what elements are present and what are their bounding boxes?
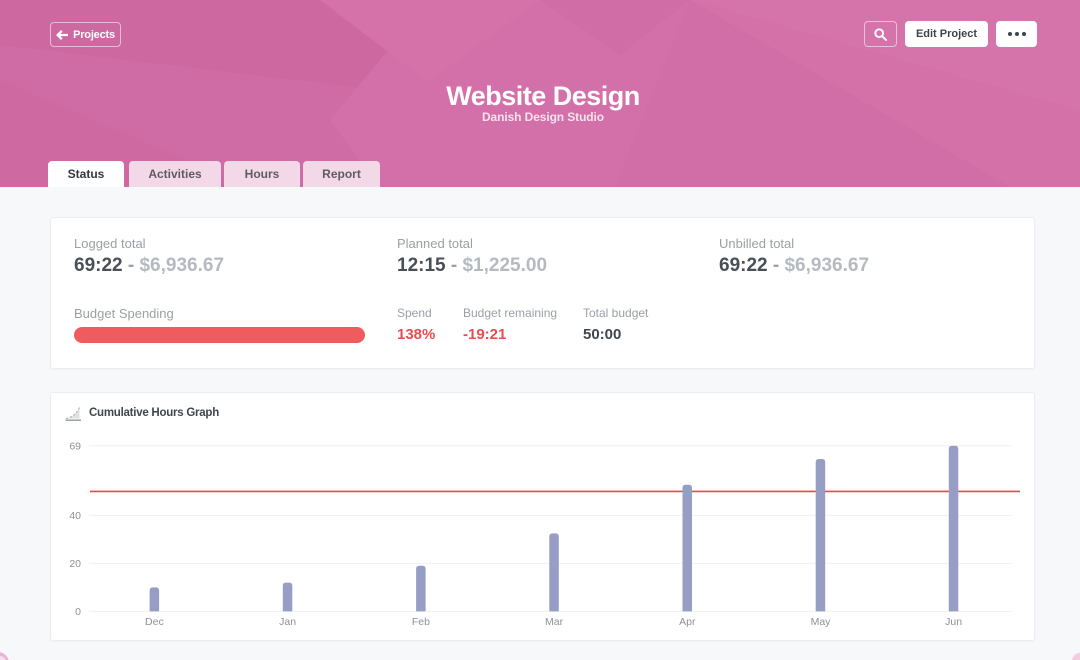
svg-text:0: 0 xyxy=(75,606,81,618)
svg-text:Dec: Dec xyxy=(145,616,164,628)
svg-text:Mar: Mar xyxy=(545,616,564,628)
svg-text:Feb: Feb xyxy=(412,616,430,628)
svg-text:69: 69 xyxy=(69,440,81,452)
svg-text:40: 40 xyxy=(69,510,81,522)
svg-text:Jan: Jan xyxy=(279,616,296,628)
svg-text:Apr: Apr xyxy=(679,616,696,628)
svg-text:Jun: Jun xyxy=(945,616,962,628)
svg-text:May: May xyxy=(811,616,832,628)
svg-text:20: 20 xyxy=(69,558,81,570)
